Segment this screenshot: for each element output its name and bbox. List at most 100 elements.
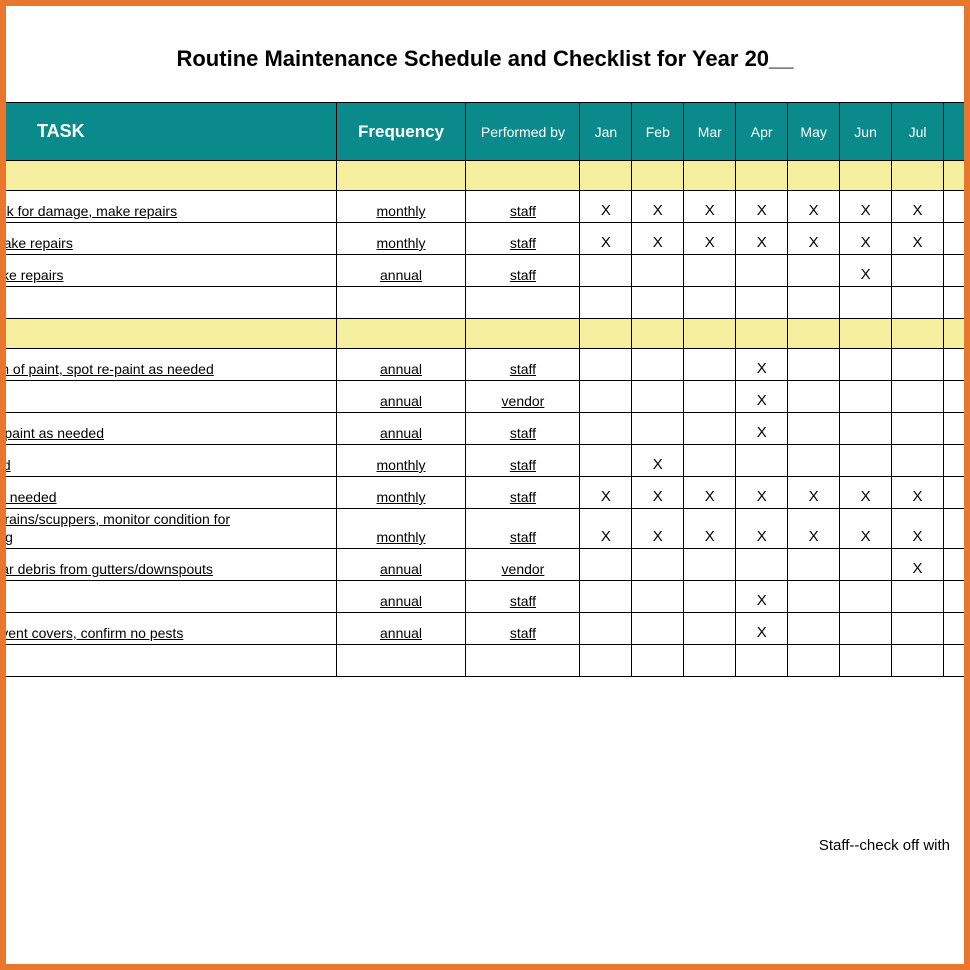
performed-by-cell: staff <box>466 223 580 255</box>
blank-cell <box>336 645 466 677</box>
schedule-table-wrap: TASK Frequency Performed by Jan Feb Mar … <box>6 102 964 677</box>
month-cell <box>736 549 788 581</box>
frequency-cell: annual <box>336 349 466 381</box>
table-row <box>6 161 964 191</box>
performed-by-cell: staff <box>466 581 580 613</box>
performed-by-cell: vendor <box>466 549 580 581</box>
month-cell: X <box>684 477 736 509</box>
col-apr: Apr <box>736 103 788 161</box>
table-row <box>6 645 964 677</box>
performed-by-cell: staff <box>466 509 580 549</box>
task-cell: , check vent covers, confirm no pests <box>6 613 336 645</box>
section-cell <box>892 161 944 191</box>
section-cell <box>944 161 965 191</box>
table-row: s neededmonthlystaffX <box>6 445 964 477</box>
table-row: as--check for damage, make repairsmonthl… <box>6 191 964 223</box>
month-cell <box>788 349 840 381</box>
month-cell <box>684 349 736 381</box>
section-cell <box>336 161 466 191</box>
blank-cell <box>336 287 466 319</box>
month-cell: X <box>788 191 840 223</box>
month-cell <box>632 349 684 381</box>
task-cell: d from drains/scuppers, monitor conditio… <box>6 509 336 549</box>
month-cell <box>840 445 892 477</box>
section-cell <box>788 161 840 191</box>
performed-by-cell: staff <box>466 349 580 381</box>
month-cell: X <box>736 223 788 255</box>
table-row <box>6 319 964 349</box>
month-cell <box>788 445 840 477</box>
month-cell <box>632 613 684 645</box>
table-row: edannualvendorX <box>6 381 964 413</box>
month-cell <box>788 613 840 645</box>
month-cell <box>788 413 840 445</box>
performed-by-cell: staff <box>466 477 580 509</box>
task-cell: nage, make repairs <box>6 223 336 255</box>
section-cell <box>466 161 580 191</box>
col-may: May <box>788 103 840 161</box>
table-row: condition of paint, spot re-paint as nee… <box>6 349 964 381</box>
month-cell: X <box>736 509 788 549</box>
month-cell <box>580 381 632 413</box>
frequency-cell: annual <box>336 255 466 287</box>
col-extra <box>944 103 965 161</box>
month-cell <box>684 445 736 477</box>
month-cell <box>840 549 892 581</box>
blank-cell <box>840 645 892 677</box>
month-cell: X <box>580 477 632 509</box>
blank-cell <box>840 287 892 319</box>
month-cell: X <box>840 191 892 223</box>
task-cell: ed <box>6 381 336 413</box>
section-cell <box>580 161 632 191</box>
month-cell: X <box>944 191 965 223</box>
task-cell: s needed <box>6 445 336 477</box>
section-cell <box>944 319 965 349</box>
month-cell <box>840 349 892 381</box>
task-cell: amps as needed <box>6 477 336 509</box>
section-cell <box>580 319 632 349</box>
month-cell: X <box>892 223 944 255</box>
blank-cell <box>580 645 632 677</box>
section-cell <box>736 319 788 349</box>
table-row: ping, re-paint as neededannualstaffX <box>6 413 964 445</box>
col-jan: Jan <box>580 103 632 161</box>
section-cell <box>892 319 944 349</box>
month-cell: X <box>736 477 788 509</box>
task-cell: ping, re-paint as needed <box>6 413 336 445</box>
month-cell <box>840 381 892 413</box>
month-cell <box>840 613 892 645</box>
table-row: eas, clear debris from gutters/downspout… <box>6 549 964 581</box>
month-cell: X <box>632 477 684 509</box>
month-cell <box>788 549 840 581</box>
month-cell <box>788 581 840 613</box>
blank-cell <box>892 287 944 319</box>
section-cell <box>632 319 684 349</box>
table-row: d from drains/scuppers, monitor conditio… <box>6 509 964 549</box>
month-cell <box>944 581 965 613</box>
month-cell <box>840 413 892 445</box>
month-cell <box>632 381 684 413</box>
month-cell: X <box>736 381 788 413</box>
month-cell: X <box>892 477 944 509</box>
month-cell <box>632 255 684 287</box>
month-cell <box>580 581 632 613</box>
section-cell <box>632 161 684 191</box>
month-cell: X <box>580 223 632 255</box>
blank-cell <box>632 645 684 677</box>
month-cell <box>892 349 944 381</box>
month-cell <box>684 549 736 581</box>
blank-cell <box>580 287 632 319</box>
table-body: as--check for damage, make repairsmonthl… <box>6 161 964 677</box>
month-cell <box>892 581 944 613</box>
table-row <box>6 287 964 319</box>
month-cell <box>580 349 632 381</box>
col-frequency: Frequency <box>336 103 466 161</box>
performed-by-cell: staff <box>466 413 580 445</box>
performed-by-cell: staff <box>466 445 580 477</box>
month-cell <box>684 413 736 445</box>
col-performed-by: Performed by <box>466 103 580 161</box>
section-cell <box>684 319 736 349</box>
month-cell <box>840 581 892 613</box>
month-cell <box>684 381 736 413</box>
section-cell <box>6 161 336 191</box>
